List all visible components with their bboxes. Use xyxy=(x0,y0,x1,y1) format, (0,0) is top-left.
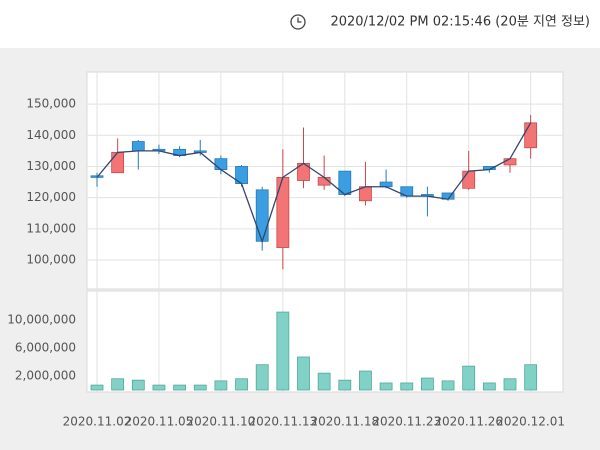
volume-bar xyxy=(90,384,104,391)
volume-bar xyxy=(400,382,414,391)
y-tick-label: 2,000,000 xyxy=(15,368,76,382)
x-tick-label: 2020.11.10 xyxy=(187,415,256,429)
y-tick-label: 100,000 xyxy=(26,253,76,267)
y-tick-label: 140,000 xyxy=(26,128,76,142)
volume-bar xyxy=(297,356,310,391)
x-tick-label: 2020.11.02 xyxy=(63,415,132,429)
volume-bar xyxy=(379,382,393,391)
x-tick-label: 2020.11.13 xyxy=(248,415,317,429)
volume-bar xyxy=(235,378,248,391)
x-tick-label: 2020.11.18 xyxy=(310,415,379,429)
volume-bar xyxy=(131,379,145,391)
candle-body xyxy=(131,141,145,152)
volume-bar xyxy=(462,365,476,391)
volume-bar xyxy=(214,380,228,391)
x-tick-label: 2020.11.26 xyxy=(434,415,503,429)
y-tick-label: 120,000 xyxy=(26,190,76,204)
volume-bar xyxy=(503,378,517,391)
volume-bar xyxy=(420,377,434,391)
volume-bar xyxy=(255,364,269,391)
volume-bar xyxy=(524,364,538,391)
volume-bar xyxy=(441,380,455,391)
volume-bar xyxy=(152,384,166,391)
timestamp: 2020/12/02 PM 02:15:46 (20분 지연 정보) xyxy=(330,15,590,30)
candle-body xyxy=(214,158,228,170)
candle-body xyxy=(255,189,269,242)
candle-body xyxy=(503,158,517,166)
volume-bar xyxy=(173,384,187,391)
volume-bar xyxy=(193,384,207,391)
candle-body xyxy=(276,176,290,248)
close-line xyxy=(96,122,532,244)
y-tick-label: 150,000 xyxy=(26,97,76,111)
x-tick-label: 2020.11.23 xyxy=(372,415,441,429)
candle-body xyxy=(111,152,125,174)
x-tick-label: 2020.11.05 xyxy=(125,415,194,429)
y-tick-label: 110,000 xyxy=(26,221,76,235)
volume-bar xyxy=(482,382,496,391)
y-tick-label: 10,000,000 xyxy=(7,312,76,326)
candle-body xyxy=(379,181,393,188)
volume-bar xyxy=(111,378,125,391)
y-tick-label: 130,000 xyxy=(26,159,76,173)
candle-body xyxy=(524,122,538,149)
candle-body xyxy=(462,170,476,189)
y-tick-label: 6,000,000 xyxy=(15,340,76,354)
volume-bar xyxy=(359,370,372,391)
volume-bar xyxy=(317,372,331,391)
x-tick-label: 2020.12.01 xyxy=(496,415,565,429)
volume-bar xyxy=(276,311,290,391)
volume-bar xyxy=(338,379,352,391)
clock-icon xyxy=(290,14,306,30)
